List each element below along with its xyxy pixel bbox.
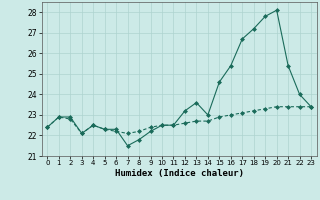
X-axis label: Humidex (Indice chaleur): Humidex (Indice chaleur) <box>115 169 244 178</box>
